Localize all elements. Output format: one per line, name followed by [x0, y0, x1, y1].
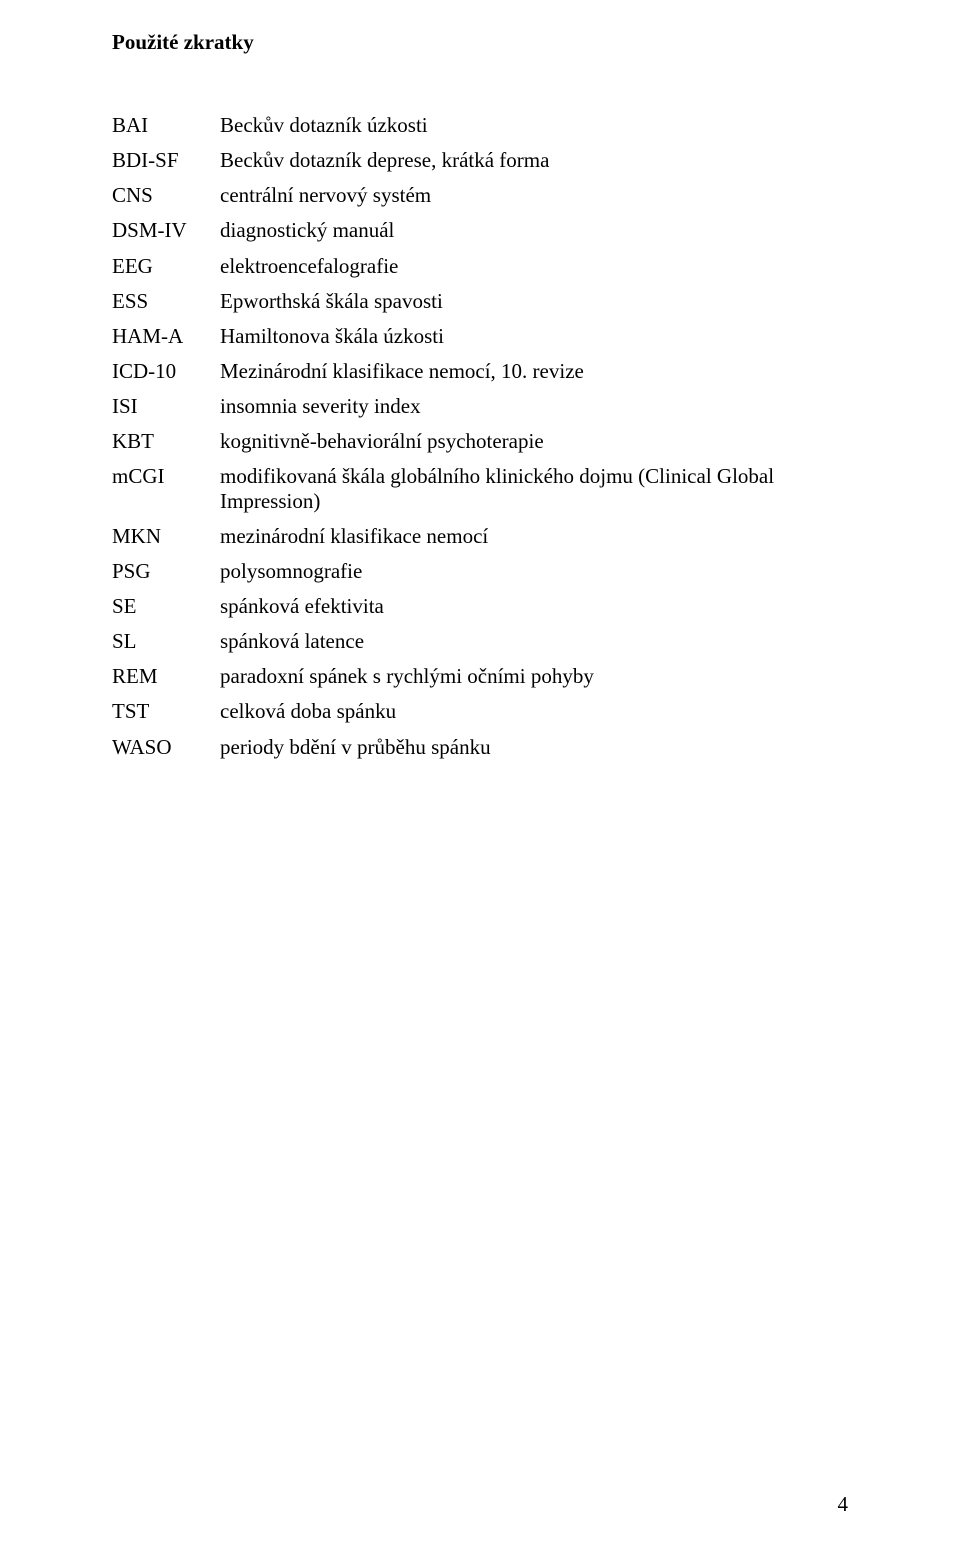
abbr: SE	[112, 594, 220, 618]
abbr-desc: celková doba spánku	[220, 699, 848, 723]
abbr-desc: diagnostický manuál	[220, 218, 848, 242]
abbr-desc: spánková efektivita	[220, 594, 848, 618]
abbr-desc: Beckův dotazník úzkosti	[220, 113, 848, 137]
abbr-desc: paradoxní spánek s rychlými očními pohyb…	[220, 664, 848, 688]
abbr: BAI	[112, 113, 220, 137]
abbr: BDI-SF	[112, 148, 220, 172]
abbr: mCGI	[112, 464, 220, 512]
page-title: Použité zkratky	[112, 30, 848, 55]
abbr-desc: spánková latence	[220, 629, 848, 653]
abbr: HAM-A	[112, 324, 220, 348]
abbr-desc: centrální nervový systém	[220, 183, 848, 207]
abbr: DSM-IV	[112, 218, 220, 242]
abbr: REM	[112, 664, 220, 688]
abbr: EEG	[112, 254, 220, 278]
abbr-desc: polysomnografie	[220, 559, 848, 583]
abbr: ICD-10	[112, 359, 220, 383]
abbr: SL	[112, 629, 220, 653]
abbr-desc: kognitivně-behaviorální psychoterapie	[220, 429, 848, 453]
abbr-desc: Beckův dotazník deprese, krátká forma	[220, 148, 848, 172]
abbr: WASO	[112, 735, 220, 759]
abbreviation-list: BAI Beckův dotazník úzkosti BDI-SF Becků…	[112, 113, 848, 759]
abbr-desc: insomnia severity index	[220, 394, 848, 418]
abbr: MKN	[112, 524, 220, 548]
abbr-desc: Hamiltonova škála úzkosti	[220, 324, 848, 348]
abbr-desc: Mezinárodní klasifikace nemocí, 10. revi…	[220, 359, 848, 383]
abbr-desc: modifikovaná škála globálního klinického…	[220, 464, 848, 512]
abbr: ESS	[112, 289, 220, 313]
abbr: KBT	[112, 429, 220, 453]
abbr-desc: Epworthská škála spavosti	[220, 289, 848, 313]
abbr: TST	[112, 699, 220, 723]
abbr: ISI	[112, 394, 220, 418]
abbr: PSG	[112, 559, 220, 583]
abbr-desc: elektroencefalografie	[220, 254, 848, 278]
abbr-desc: mezinárodní klasifikace nemocí	[220, 524, 848, 548]
abbr: CNS	[112, 183, 220, 207]
page: Použité zkratky BAI Beckův dotazník úzko…	[0, 0, 960, 1543]
abbr-desc: periody bdění v průběhu spánku	[220, 735, 848, 759]
page-number: 4	[838, 1492, 849, 1517]
